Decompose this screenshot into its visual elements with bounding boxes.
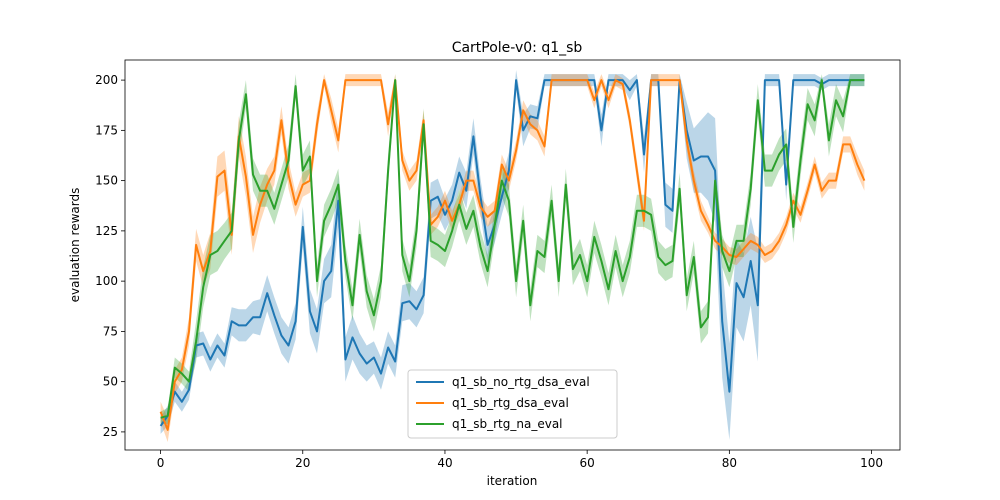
y-tick-label: 200 bbox=[95, 73, 118, 87]
y-axis-label: evaluation rewards bbox=[68, 188, 82, 303]
legend-label: q1_sb_no_rtg_dsa_eval bbox=[452, 375, 590, 389]
x-tick-label: 0 bbox=[157, 456, 165, 470]
x-tick-label: 60 bbox=[580, 456, 595, 470]
y-tick-label: 50 bbox=[103, 375, 118, 389]
x-axis-ticks: 0 20 40 60 80 100 bbox=[157, 450, 883, 470]
x-tick-label: 100 bbox=[860, 456, 883, 470]
y-tick-label: 175 bbox=[95, 123, 118, 137]
y-tick-label: 150 bbox=[95, 174, 118, 188]
line-q1_sb_rtg_na_eval bbox=[160, 79, 865, 419]
x-tick-label: 80 bbox=[722, 456, 737, 470]
y-axis-ticks: 25 50 75 100 125 150 175 200 bbox=[95, 73, 125, 439]
y-tick-label: 125 bbox=[95, 224, 118, 238]
y-tick-label: 75 bbox=[103, 324, 118, 338]
legend-box bbox=[407, 369, 618, 439]
line-q1_sb_rtg_dsa_eval bbox=[159, 79, 866, 431]
chart-title: CartPole-v0: q1_sb bbox=[452, 40, 583, 56]
series-lines bbox=[159, 79, 866, 431]
line-q1_sb_no_rtg_dsa_eval bbox=[159, 79, 865, 427]
legend: q1_sb_no_rtg_dsa_eval q1_sb_rtg_dsa_evalq… bbox=[407, 369, 618, 439]
plot-frame bbox=[124, 59, 901, 451]
y-tick-label: 100 bbox=[95, 274, 118, 288]
legend-label: q1_sb_rtg_na_eval bbox=[452, 417, 563, 431]
band-q1_sb_no_rtg_dsa_eval bbox=[160, 70, 865, 440]
x-tick-label: 20 bbox=[295, 456, 310, 470]
x-tick-label: 40 bbox=[437, 456, 452, 470]
legend-label: q1_sb_rtg_dsa_eval bbox=[452, 396, 569, 410]
x-axis-label: iteration bbox=[487, 474, 538, 488]
y-tick-label: 25 bbox=[103, 425, 118, 439]
axes-frame bbox=[124, 59, 901, 451]
